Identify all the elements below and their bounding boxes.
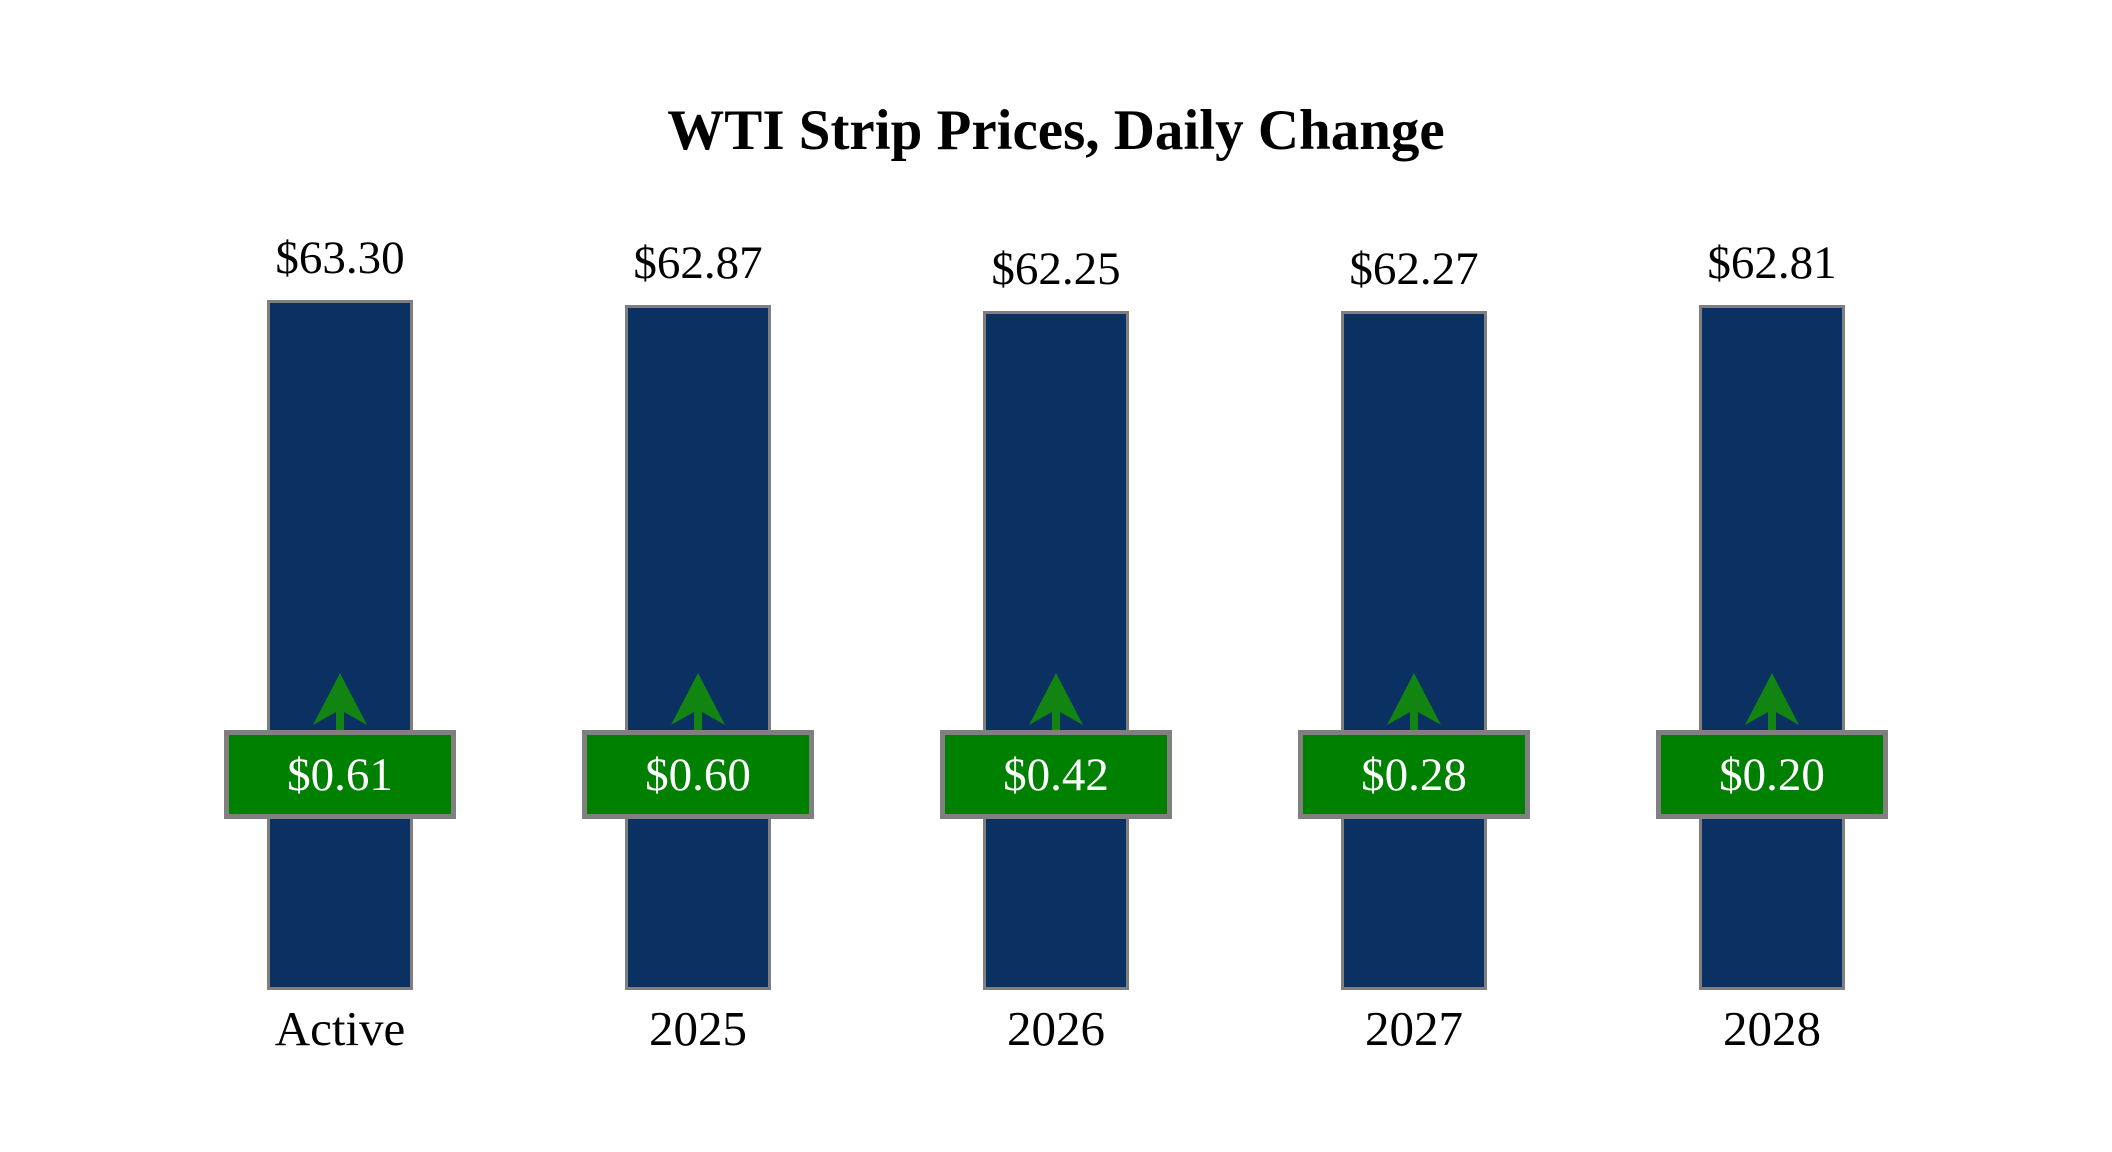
price-bar [267, 300, 413, 990]
price-bar [1341, 311, 1487, 990]
category-label: 2028 [1723, 1001, 1821, 1056]
daily-change-badge: $0.61 [224, 730, 456, 819]
up-arrow-icon [1745, 673, 1799, 731]
strip-price-label: $63.30 [275, 232, 405, 284]
up-arrow-icon [313, 673, 367, 731]
daily-change-badge: $0.20 [1656, 730, 1888, 819]
price-bar [625, 305, 771, 990]
category-label: 2025 [649, 1001, 747, 1056]
price-bar [1699, 305, 1845, 990]
up-arrow-icon [1029, 673, 1083, 731]
strip-price-label: $62.87 [633, 237, 763, 289]
strip-price-label: $62.81 [1707, 237, 1837, 289]
up-arrow-icon [671, 673, 725, 731]
daily-change-badge: $0.60 [582, 730, 814, 819]
category-label: 2026 [1007, 1001, 1105, 1056]
price-bar [983, 311, 1129, 990]
strip-price-label: $62.25 [991, 243, 1121, 295]
category-label: Active [274, 1001, 406, 1056]
category-label: 2027 [1365, 1001, 1463, 1056]
strip-price-label: $62.27 [1349, 243, 1479, 295]
daily-change-badge: $0.28 [1298, 730, 1530, 819]
up-arrow-icon [1387, 673, 1441, 731]
chart-title: WTI Strip Prices, Daily Change [667, 99, 1445, 162]
daily-change-badge: $0.42 [940, 730, 1172, 819]
